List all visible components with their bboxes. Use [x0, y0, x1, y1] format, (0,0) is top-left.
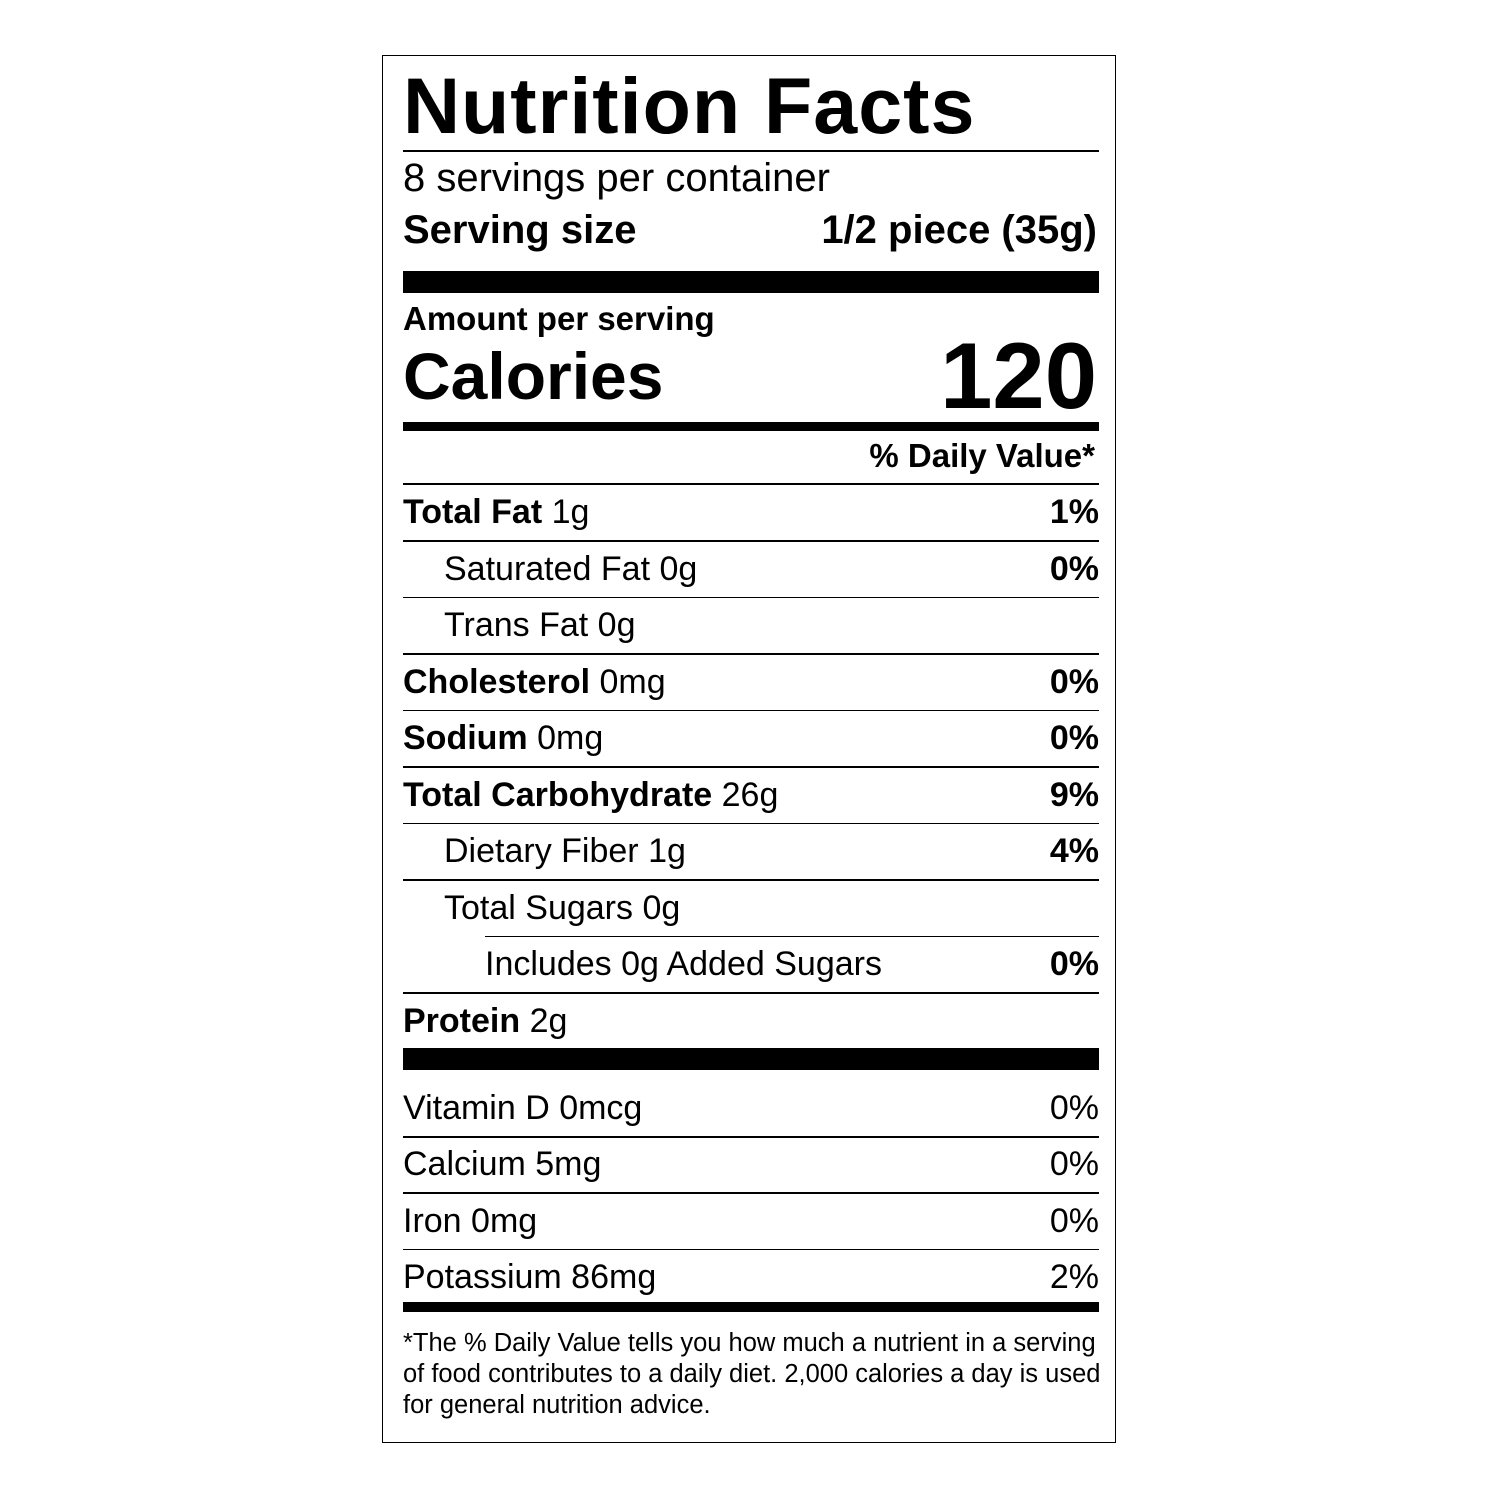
nutrient-dv: 0%: [1049, 662, 1099, 701]
nutrient-dv: 9%: [1049, 775, 1099, 814]
nutrient-name: Protein: [403, 1001, 521, 1040]
nutrient-name: Total Fat: [403, 493, 543, 531]
nutrient-amount: 0g: [642, 888, 681, 927]
nutrient-row: Protein 2g: [403, 994, 1099, 1050]
calories-value: 120: [940, 323, 1097, 428]
serving-size-value: 1/2 piece (35g): [821, 208, 1097, 252]
footnote: *The % Daily Value tells you how much a …: [403, 1329, 1101, 1419]
amount-per-serving: Amount per serving: [403, 300, 715, 337]
nutrient-amount: 2g: [529, 1001, 568, 1040]
nutrient-row: Total Sugars 0g: [403, 881, 1099, 937]
nutrient-amount: 0mg: [537, 719, 604, 757]
nutrient-label: Sodium 0mg: [403, 719, 603, 758]
row-divider: [403, 879, 1099, 881]
vitamin-row: Potassium 86mg 2%: [403, 1250, 1099, 1306]
nutrient-label: Saturated Fat 0g: [444, 550, 697, 589]
nutrient-dv: 0%: [1049, 719, 1099, 757]
row-divider: [403, 1248, 1099, 1251]
nutrient-name: Saturated Fat: [444, 549, 651, 588]
vitamin-name: Iron 0mg: [403, 1201, 538, 1240]
nutrient-row: Saturated Fat 0g 0%: [403, 542, 1099, 598]
nutrient-label: Total Carbohydrate 26g: [403, 776, 778, 815]
nutrient-name: Sodium: [403, 719, 528, 757]
nutrient-name: Trans Fat: [444, 606, 589, 644]
medium-divider: [403, 422, 1099, 431]
nutrient-row: Dietary Fiber 1g 4%: [403, 824, 1099, 880]
nutrient-amount: 1g: [551, 493, 590, 531]
vitamin-row: Vitamin D 0mcg 0%: [403, 1081, 1099, 1137]
nutrient-amount: 1g: [648, 832, 686, 870]
row-divider: [403, 992, 1099, 994]
nutrient-row: Trans Fat 0g: [403, 598, 1099, 654]
nutrient-row: Includes 0g Added Sugars 0%: [403, 937, 1099, 993]
nutrient-dv: 0%: [1049, 549, 1099, 588]
nutrient-amount: 0g: [659, 549, 698, 588]
nutrient-label: Trans Fat 0g: [444, 606, 636, 645]
row-divider: [403, 653, 1099, 655]
row-divider: [403, 1192, 1099, 1194]
nutrient-name: Dietary Fiber: [444, 832, 639, 870]
nutrient-amount: 0mg: [599, 662, 666, 701]
nutrient-dv: 4%: [1049, 832, 1099, 870]
nutrient-row: Total Fat 1g 1%: [403, 485, 1099, 541]
row-divider: [403, 766, 1099, 768]
nutrient-label: Includes 0g Added Sugars: [485, 945, 882, 984]
row-divider: [403, 822, 1099, 824]
row-divider: [403, 540, 1099, 542]
label-title: Nutrition Facts: [403, 61, 976, 150]
calories-label: Calories: [403, 339, 664, 413]
nutrient-amount: 26g: [721, 775, 779, 814]
vitamin-dv: 0%: [1049, 1089, 1099, 1127]
vitamin-name: Vitamin D 0mcg: [403, 1089, 643, 1127]
nutrient-label: Cholesterol 0mg: [403, 663, 666, 702]
medium-divider: [403, 1302, 1099, 1312]
thick-divider: [403, 1048, 1099, 1070]
daily-value-header: % Daily Value*: [869, 437, 1095, 474]
row-divider: [485, 935, 1099, 937]
vitamin-row: Calcium 5mg 0%: [403, 1137, 1099, 1193]
nutrient-row: Total Carbohydrate 26g 9%: [403, 768, 1099, 824]
nutrient-label: Total Sugars 0g: [444, 889, 680, 928]
vitamin-dv: 2%: [1049, 1257, 1099, 1296]
vitamin-name: Potassium 86mg: [403, 1257, 657, 1296]
nutrient-amount: 0g: [597, 606, 636, 644]
divider: [403, 483, 1099, 485]
nutrient-name: Includes 0g Added Sugars: [485, 945, 882, 983]
vitamin-row: Iron 0mg 0%: [403, 1194, 1099, 1250]
nutrient-dv: 0%: [1049, 945, 1099, 983]
vitamin-name: Calcium 5mg: [403, 1145, 602, 1184]
nutrient-name: Cholesterol: [403, 662, 591, 701]
nutrient-name: Total Carbohydrate: [403, 775, 713, 814]
vitamin-dv: 0%: [1049, 1145, 1099, 1184]
nutrient-row: Sodium 0mg 0%: [403, 711, 1099, 767]
serving-size-label: Serving size: [403, 208, 637, 252]
thick-divider: [403, 271, 1099, 293]
row-divider: [403, 1136, 1099, 1138]
row-divider: [403, 596, 1099, 598]
nutrient-row: Cholesterol 0mg 0%: [403, 655, 1099, 711]
nutrient-dv: 1%: [1049, 493, 1099, 531]
servings-per-container: 8 servings per container: [403, 156, 830, 200]
row-divider: [403, 709, 1099, 711]
nutrient-label: Total Fat 1g: [403, 493, 589, 532]
nutrient-name: Total Sugars: [444, 888, 633, 927]
nutrient-label: Protein 2g: [403, 1002, 567, 1041]
vitamin-dv: 0%: [1049, 1201, 1099, 1240]
nutrition-facts-label: Nutrition Facts 8 servings per container…: [382, 55, 1116, 1443]
nutrient-label: Dietary Fiber 1g: [444, 832, 686, 871]
divider: [403, 150, 1099, 152]
